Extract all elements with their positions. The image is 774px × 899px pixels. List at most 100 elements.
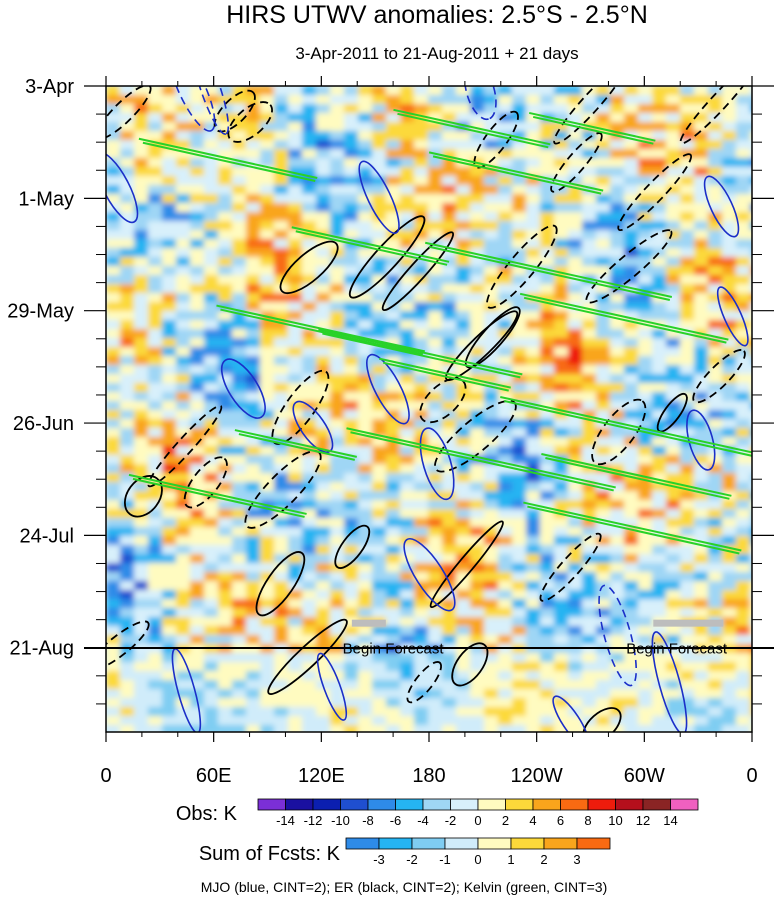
field-cell — [708, 554, 723, 564]
field-cell — [582, 293, 597, 303]
field-cell — [400, 680, 415, 690]
field-cell — [498, 95, 513, 105]
field-cell — [638, 599, 653, 609]
field-cell — [596, 509, 611, 519]
field-cell — [260, 626, 275, 636]
field-cell — [470, 248, 485, 258]
field-cell — [414, 95, 429, 105]
colorbar-swatch — [257, 798, 286, 811]
field-cell — [204, 311, 219, 321]
field-cell — [666, 671, 681, 681]
field-cell — [484, 698, 499, 708]
kelvin-contour — [291, 226, 450, 266]
field-cell — [400, 311, 415, 321]
field-cell — [218, 563, 233, 573]
field-cell — [372, 185, 387, 195]
field-cell — [246, 176, 261, 186]
er-contour — [213, 89, 256, 133]
field-cell — [666, 221, 681, 231]
field-cell — [610, 419, 625, 429]
field-cell — [148, 302, 163, 312]
field-cell — [498, 86, 513, 96]
field-cell — [148, 257, 163, 267]
kelvin-contour — [523, 501, 742, 555]
field-cell — [274, 653, 289, 663]
field-cell — [372, 401, 387, 411]
field-cell — [120, 239, 135, 249]
field-cell — [596, 194, 611, 204]
field-cell — [736, 140, 751, 150]
field-cell — [596, 590, 611, 600]
field-cell — [204, 545, 219, 555]
field-cell — [428, 194, 443, 204]
field-cell — [652, 473, 667, 483]
field-cell — [428, 320, 443, 330]
field-cell — [330, 104, 345, 114]
colorbar-label: -2 — [406, 852, 418, 867]
field-cell — [554, 338, 569, 348]
field-cell — [358, 554, 373, 564]
field-cell — [680, 635, 695, 645]
field-cell — [568, 203, 583, 213]
field-cell — [134, 491, 149, 501]
field-cell — [162, 428, 177, 438]
field-cell — [386, 140, 401, 150]
field-cell — [722, 320, 737, 330]
field-cell — [148, 176, 163, 186]
field-cell — [400, 275, 415, 285]
field-cell — [554, 446, 569, 456]
field-cell — [708, 473, 723, 483]
field-cell — [596, 572, 611, 582]
field-cell — [414, 158, 429, 168]
field-cell — [540, 599, 555, 609]
field-cell — [288, 518, 303, 528]
field-cell — [190, 689, 205, 699]
field-cell — [316, 581, 331, 591]
field-cell — [708, 671, 723, 681]
field-cell — [624, 491, 639, 501]
field-cell — [232, 725, 247, 732]
field-cell — [512, 284, 527, 294]
field-cell — [540, 572, 555, 582]
field-cell — [554, 635, 569, 645]
field-cell — [190, 248, 205, 258]
field-cell — [218, 248, 233, 258]
field-cell — [680, 365, 695, 375]
field-cell — [484, 104, 499, 114]
field-cell — [148, 365, 163, 375]
field-cell — [484, 410, 499, 420]
field-cell — [428, 491, 443, 501]
field-cell — [218, 581, 233, 591]
field-cell — [190, 257, 205, 267]
field-cell — [624, 455, 639, 465]
field-cell — [190, 455, 205, 465]
field-cell — [260, 572, 275, 582]
field-cell — [134, 716, 149, 726]
field-cell — [498, 509, 513, 519]
field-cell — [708, 374, 723, 384]
field-cell — [680, 689, 695, 699]
field-cell — [148, 590, 163, 600]
field-cell — [162, 293, 177, 303]
field-cell — [554, 410, 569, 420]
field-cell — [456, 194, 471, 204]
field-cell — [190, 104, 205, 114]
field-cell — [624, 608, 639, 618]
field-cell — [344, 581, 359, 591]
field-cell — [414, 374, 429, 384]
field-cell — [484, 491, 499, 501]
field-cell — [694, 374, 709, 384]
field-cell — [120, 671, 135, 681]
field-cell — [750, 338, 752, 348]
field-cell — [330, 590, 345, 600]
field-cell — [106, 608, 121, 618]
field-cell — [344, 320, 359, 330]
field-cell — [470, 284, 485, 294]
field-cell — [302, 608, 317, 618]
field-cell — [582, 590, 597, 600]
field-cell — [414, 680, 429, 690]
field-cell — [596, 257, 611, 267]
field-cell — [372, 221, 387, 231]
field-cell — [386, 131, 401, 141]
field-cell — [372, 518, 387, 528]
